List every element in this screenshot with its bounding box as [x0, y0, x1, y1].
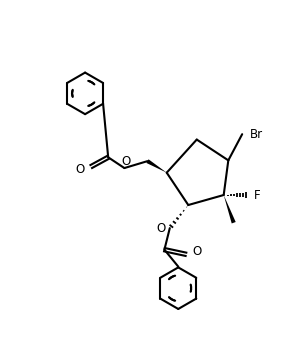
Text: F: F — [254, 189, 260, 202]
Text: O: O — [157, 222, 166, 235]
Text: O: O — [121, 155, 131, 168]
Text: O: O — [76, 163, 85, 176]
Polygon shape — [224, 195, 236, 223]
Text: O: O — [192, 245, 201, 258]
Text: Br: Br — [250, 128, 263, 141]
Polygon shape — [146, 159, 167, 173]
